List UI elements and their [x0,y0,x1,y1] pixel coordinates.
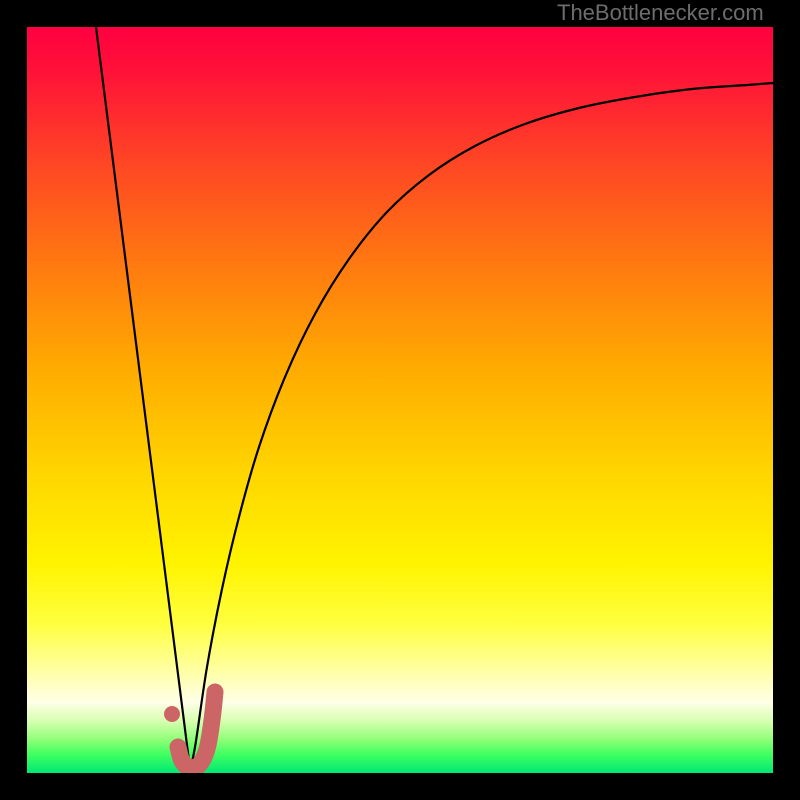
watermark-text: TheBottlenecker.com [557,0,764,26]
plot-area [27,27,773,773]
gradient-background [27,27,773,773]
curve-layer [27,27,773,773]
chart-stage: TheBottlenecker.com [0,0,800,800]
selection-marker-dot [164,706,180,722]
